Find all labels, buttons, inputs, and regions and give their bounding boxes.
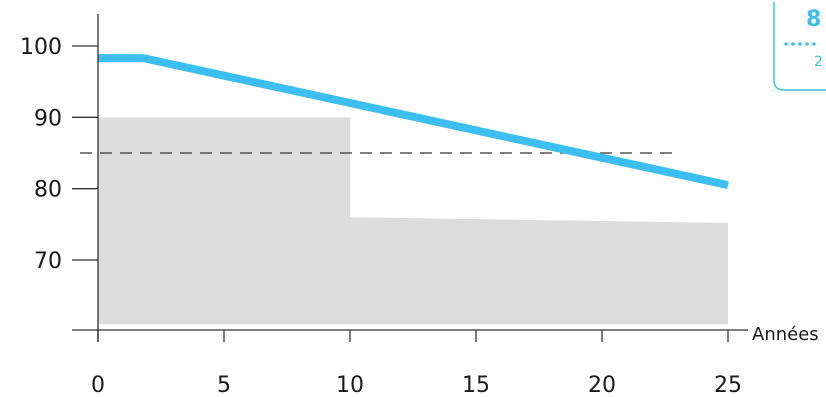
x-axis-title: Années (752, 324, 819, 345)
badge-dot (798, 42, 802, 46)
x-ticks-group: 0 5 10 15 20 25 (91, 330, 742, 397)
series-group (98, 54, 729, 190)
badge-dot (791, 42, 795, 46)
y-tick-label: 90 (34, 106, 62, 131)
badge-frame (773, 2, 826, 91)
badge-dot (805, 42, 809, 46)
x-tick-label: 25 (714, 373, 742, 397)
y-tick-label: 70 (34, 249, 62, 274)
y-ticks-group: 70 80 90 100 (20, 35, 98, 274)
axes-group (72, 14, 748, 342)
plot-area-group (98, 117, 728, 325)
badge-dots (784, 42, 816, 46)
x-tick-label: 20 (588, 373, 616, 397)
y-tick-label: 80 (34, 178, 62, 203)
badge-dot (784, 42, 788, 46)
badge-value: 8 (806, 7, 821, 32)
y-tick-label: 100 (20, 35, 62, 60)
series-line-0 (98, 54, 729, 190)
x-tick-label: 0 (91, 373, 105, 397)
area-band (98, 117, 728, 325)
badge-dot (812, 42, 816, 46)
badge-sub: 2 (814, 54, 823, 70)
x-tick-label: 5 (217, 373, 231, 397)
x-tick-label: 15 (462, 373, 490, 397)
x-tick-label: 10 (336, 373, 364, 397)
badge: 8 2 (773, 2, 826, 91)
